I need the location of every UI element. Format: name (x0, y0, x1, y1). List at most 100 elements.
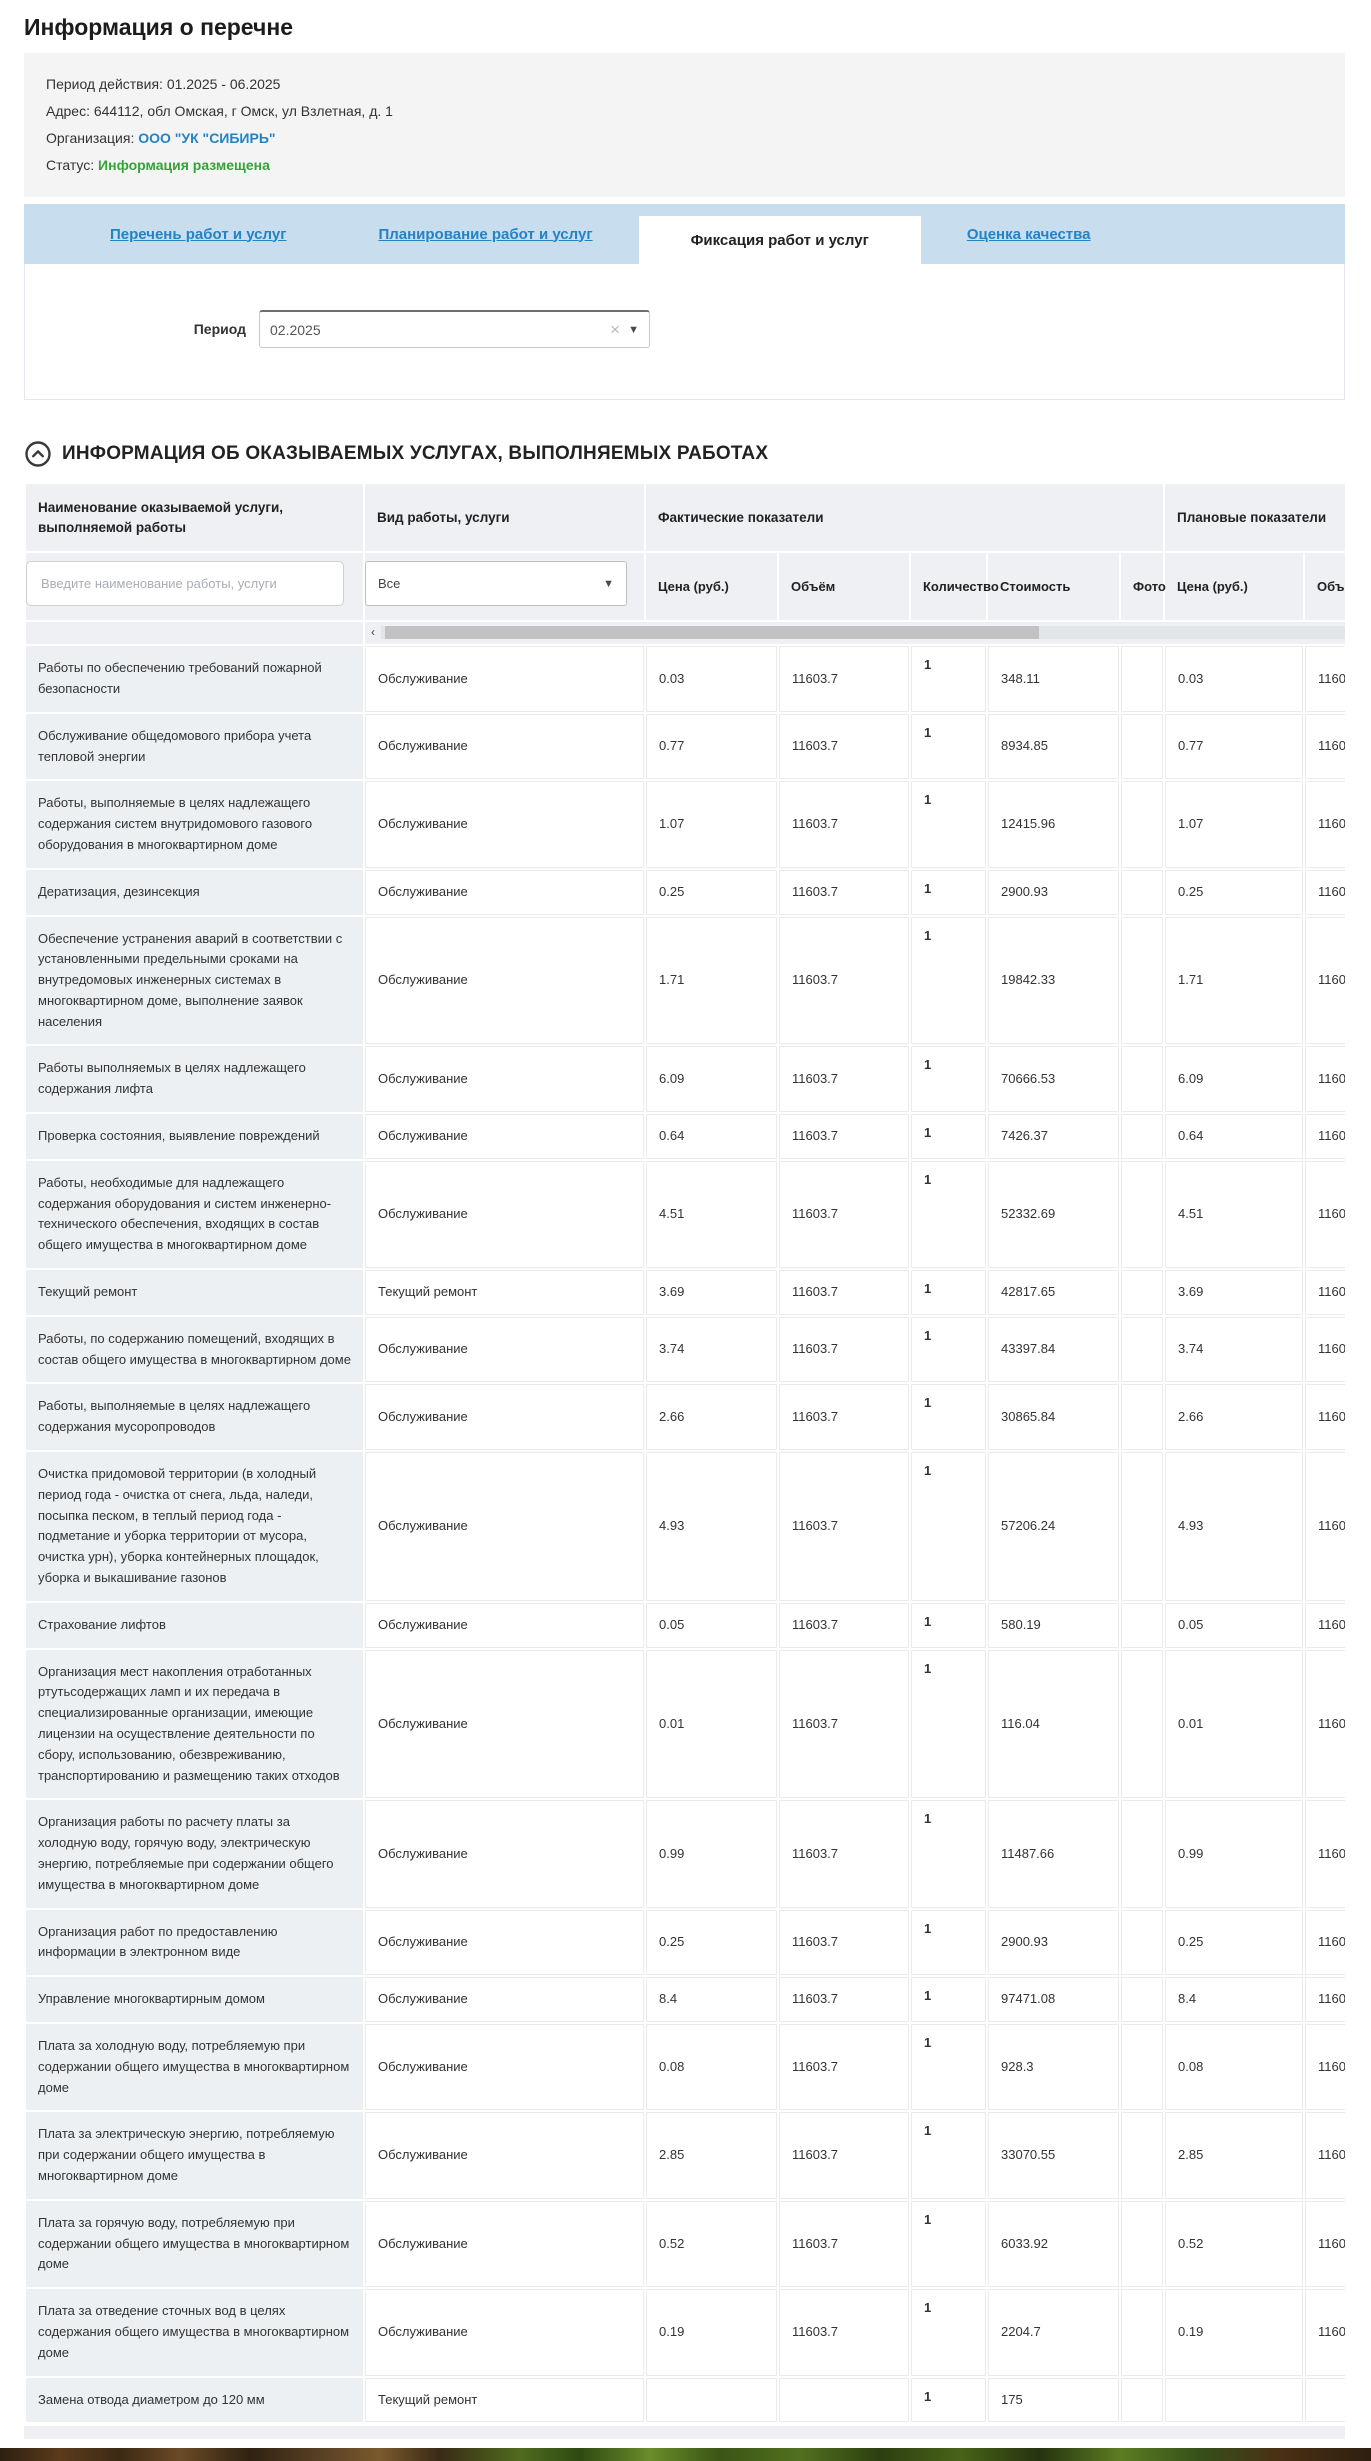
info-status-line: Статус: Информация размещена (46, 152, 1323, 179)
row-fact-volume: 11603.7 (779, 646, 909, 712)
row-cost: 348.11 (988, 646, 1119, 712)
info-address-line: Адрес: 644112, обл Омская, г Омск, ул Вз… (46, 98, 1323, 125)
row-plan-price: 2.85 (1165, 2112, 1303, 2199)
row-fact-volume (779, 2377, 909, 2423)
chevron-down-icon[interactable]: ▼ (628, 323, 639, 336)
info-org-line: Организация: ООО "УК "СИБИРЬ" (46, 125, 1323, 152)
row-fact-price: 8.4 (646, 1977, 777, 2022)
row-type: Обслуживание (365, 2112, 644, 2199)
row-fact-price: 0.52 (646, 2200, 777, 2288)
row-plan-volume: 11603.7 (1305, 1800, 1345, 1908)
status-badge: Информация размещена (98, 157, 270, 173)
info-period-line: Период действия: 01.2025 - 06.2025 (46, 71, 1323, 98)
row-quantity: 1 (911, 1316, 986, 1383)
row-plan-volume: 11603.7 (1305, 1316, 1345, 1383)
row-photo (1121, 2377, 1163, 2423)
row-plan-price: 0.64 (1165, 1114, 1303, 1159)
group-header-plan: Плановые показатели (1165, 484, 1345, 552)
row-name: Замена отвода диаметром до 120 мм (26, 2377, 363, 2423)
row-name: Обслуживание общедомового прибора учета … (26, 713, 363, 780)
tab-bar: Перечень работ и услуг Планирование рабо… (24, 204, 1345, 264)
organization-link[interactable]: ООО "УК "СИБИРЬ" (138, 130, 276, 146)
row-plan-volume: 11603.7 (1305, 1270, 1345, 1315)
table-row: Очистка придомовой территории (в холодны… (26, 1452, 1345, 1601)
table-row: Обслуживание общедомового прибора учета … (26, 713, 1345, 780)
table-group-header-row: Наименование оказываемой услуги, выполня… (26, 484, 1345, 552)
row-quantity: 1 (911, 1977, 986, 2022)
subheader-photo: Фото (1121, 553, 1166, 621)
table-row: Работы по обеспечению требований пожарно… (26, 646, 1345, 712)
row-plan-price: 1.71 (1165, 916, 1303, 1045)
background-photo-strip (0, 2448, 1371, 2461)
row-quantity: 1 (911, 2112, 986, 2199)
row-quantity: 1 (911, 781, 986, 868)
row-quantity: 1 (911, 1452, 986, 1601)
row-cost: 52332.69 (988, 1160, 1119, 1269)
row-photo (1121, 1452, 1163, 1601)
table-row: Плата за холодную воду, потребляемую при… (26, 2023, 1345, 2111)
period-filter-row: Период 02.2025 × ▼ (25, 264, 1344, 348)
row-cost: 2900.93 (988, 869, 1119, 915)
row-plan-price: 0.19 (1165, 2289, 1303, 2376)
row-photo (1121, 2112, 1163, 2199)
scroll-left-icon[interactable]: ‹ (371, 625, 375, 640)
row-fact-volume: 11603.7 (779, 1046, 909, 1113)
row-cost: 11487.66 (988, 1800, 1119, 1908)
row-quantity: 1 (911, 1384, 986, 1451)
row-fact-volume: 11603.7 (779, 1114, 909, 1159)
scrollbar-spacer (26, 622, 363, 645)
row-name: Работы, необходимые для надлежащего соде… (26, 1160, 363, 1269)
row-quantity: 1 (911, 1800, 986, 1908)
row-type: Обслуживание (365, 1452, 644, 1601)
row-plan-volume: 11603.7 (1305, 1160, 1345, 1269)
scrollbar-track[interactable] (381, 626, 1345, 640)
table-body: Работы по обеспечению требований пожарно… (26, 646, 1345, 2423)
row-plan-volume: 11603.7 (1305, 2023, 1345, 2111)
column-header-name: Наименование оказываемой услуги, выполня… (26, 484, 363, 552)
scrollbar-thumb[interactable] (385, 626, 1039, 640)
row-type: Обслуживание (365, 2200, 644, 2288)
row-plan-price: 4.93 (1165, 1452, 1303, 1601)
row-plan-price: 8.4 (1165, 1977, 1303, 2022)
row-quantity: 1 (911, 2200, 986, 2288)
row-name: Очистка придомовой территории (в холодны… (26, 1452, 363, 1601)
row-fact-price: 0.25 (646, 1909, 777, 1976)
tab-works-fixation[interactable]: Фиксация работ и услуг (638, 216, 921, 264)
row-quantity: 1 (911, 2289, 986, 2376)
row-photo (1121, 1602, 1163, 1648)
tab-quality-assessment[interactable]: Оценка качества (966, 225, 1091, 243)
row-fact-volume: 11603.7 (779, 1452, 909, 1601)
row-photo (1121, 713, 1163, 780)
row-fact-volume: 11603.7 (779, 1384, 909, 1451)
table-filter-row: Все ▼ Цена (руб.) Объём Количество Стоим… (26, 553, 1345, 621)
clear-icon[interactable]: × (610, 320, 621, 339)
row-type: Обслуживание (365, 1046, 644, 1113)
row-fact-price: 0.19 (646, 2289, 777, 2376)
services-table-wrap: Наименование оказываемой услуги, выполня… (24, 482, 1345, 2440)
collapse-section-icon[interactable] (24, 440, 52, 468)
row-fact-price (646, 2377, 777, 2423)
row-photo (1121, 1977, 1163, 2022)
row-name: Управление многоквартирным домом (26, 1977, 363, 2022)
row-plan-price: 0.05 (1165, 1602, 1303, 1648)
row-type: Обслуживание (365, 916, 644, 1045)
tab-works-list[interactable]: Перечень работ и услуг (110, 225, 287, 243)
row-name: Страхование лифтов (26, 1602, 363, 1648)
row-photo (1121, 1800, 1163, 1908)
row-fact-price: 0.25 (646, 869, 777, 915)
row-photo (1121, 869, 1163, 915)
info-box: Период действия: 01.2025 - 06.2025 Адрес… (24, 53, 1345, 197)
row-type: Обслуживание (365, 1316, 644, 1383)
period-combobox[interactable]: 02.2025 × ▼ (259, 310, 650, 348)
type-filter-select[interactable]: Все ▼ (365, 561, 627, 607)
row-fact-volume: 11603.7 (779, 869, 909, 915)
name-filter-input[interactable] (26, 561, 344, 607)
row-fact-price: 1.71 (646, 916, 777, 1045)
period-combobox-value: 02.2025 (270, 321, 321, 338)
bottom-gap (0, 2439, 1371, 2448)
horizontal-scrollbar[interactable]: ‹ › (365, 624, 1345, 641)
tab-works-planning[interactable]: Планирование работ и услуг (378, 225, 593, 243)
row-cost: 928.3 (988, 2023, 1119, 2111)
table-row: Текущий ремонт Текущий ремонт 3.69 11603.7 1… (26, 1270, 1345, 1315)
